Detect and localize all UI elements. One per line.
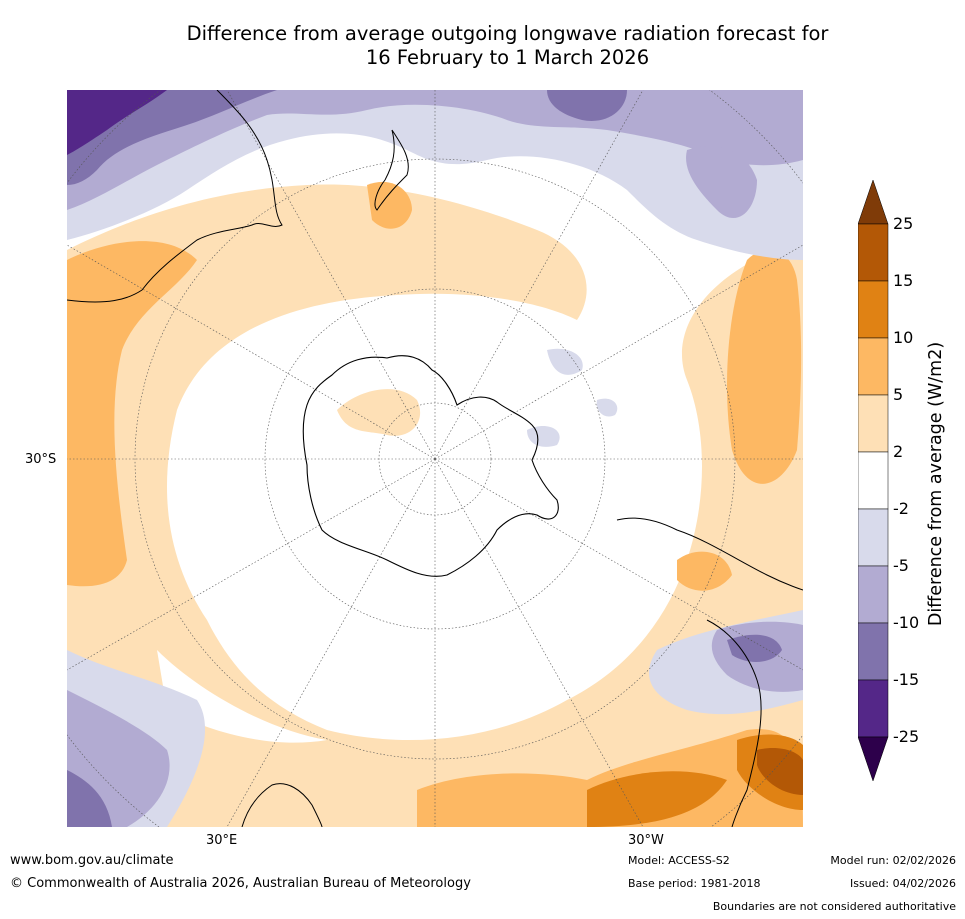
- anomaly-m10-15-bottomleft: [67, 770, 112, 827]
- anomaly-neutral-interior: [209, 299, 656, 716]
- polar-map: [67, 90, 803, 827]
- australia-coastline: [67, 90, 283, 303]
- anomaly-m2-5-small: [527, 348, 618, 447]
- anomaly-5-10-west: [67, 241, 197, 587]
- colorbar-segment-m5_10: [858, 565, 889, 624]
- footer-issued: Issued: 04/02/2026: [849, 877, 956, 890]
- footer-copyright: © Commonwealth of Australia 2026, Austra…: [10, 876, 471, 891]
- colorbar-tick-label: 10: [893, 328, 914, 347]
- colorbar-tick-label: -5: [893, 556, 909, 575]
- footer-website: www.bom.gov.au/climate: [10, 853, 174, 868]
- africa-coastline: [241, 783, 323, 827]
- anomaly-2-5-antarctica: [337, 389, 421, 436]
- anomaly-band-2-5: [67, 184, 803, 827]
- anomaly-m10-15-bottomright: [727, 634, 782, 662]
- colorbar: [858, 180, 889, 782]
- anomaly-m15-25-top: [67, 90, 167, 155]
- colorbar-segment-b5_10: [858, 337, 889, 396]
- anomaly-15-25-southeast: [757, 748, 803, 795]
- anomaly-10-15-south: [587, 771, 727, 827]
- anomaly-m10-15-topright: [547, 90, 627, 121]
- colorbar-segment-neutral: [858, 451, 889, 510]
- colorbar-over-arrow: [858, 180, 889, 225]
- new-zealand-coastline: [374, 129, 409, 211]
- colorbar-segment-b2_5: [858, 394, 889, 453]
- anomaly-5-10-nz: [367, 181, 412, 229]
- colorbar-tick-label: -15: [893, 670, 920, 689]
- antarctica-coastline: [302, 355, 559, 577]
- anomaly-m5-10-top: [67, 90, 803, 210]
- colorbar-tick-label: 15: [893, 271, 914, 290]
- anomaly-m5-10-right: [686, 146, 757, 219]
- colorbar-tick-label: -25: [893, 727, 920, 746]
- graticule: [67, 90, 803, 827]
- colorbar-title: Difference from average (W/m2): [926, 341, 946, 627]
- map-title: Difference from average outgoing longwav…: [100, 22, 915, 70]
- map-canvas: [67, 90, 803, 827]
- anomaly-5-10-africa: [677, 551, 732, 591]
- colorbar-tick-label: 25: [893, 214, 914, 233]
- colorbar-segment-m15_25: [858, 679, 889, 738]
- colorbar-tick-label: -10: [893, 613, 920, 632]
- colorbar-tick-label: 5: [893, 385, 904, 404]
- lon-label-30e: 30°E: [206, 833, 238, 848]
- colorbar-under-arrow: [858, 736, 889, 782]
- footer-model-run: Model run: 02/02/2026: [830, 854, 956, 867]
- colorbar-tick-label: 2: [893, 442, 904, 461]
- footer-model: Model: ACCESS-S2: [628, 854, 730, 867]
- title-line-1: Difference from average outgoing longwav…: [186, 22, 829, 45]
- footer-disclaimer: Boundaries are not considered authoritat…: [712, 900, 956, 913]
- anomaly-5-10-south: [417, 729, 803, 827]
- colorbar-segment-b15_25: [858, 223, 889, 282]
- lat-label-30s: 30°S: [25, 452, 57, 467]
- colorbar-segment-m10_15: [858, 622, 889, 681]
- colorbar-segment-b10_15: [858, 280, 889, 339]
- colorbar-tick-label: -2: [893, 499, 909, 518]
- lon-label-30w: 30°W: [628, 833, 664, 848]
- south-america-east-coastline: [706, 619, 762, 827]
- title-line-2: 16 February to 1 March 2026: [365, 46, 650, 69]
- footer-base-period: Base period: 1981-2018: [628, 877, 761, 890]
- colorbar-segment-m2_5: [858, 508, 889, 567]
- south-america-coastline: [616, 517, 803, 591]
- anomaly-5-10-east: [727, 249, 802, 484]
